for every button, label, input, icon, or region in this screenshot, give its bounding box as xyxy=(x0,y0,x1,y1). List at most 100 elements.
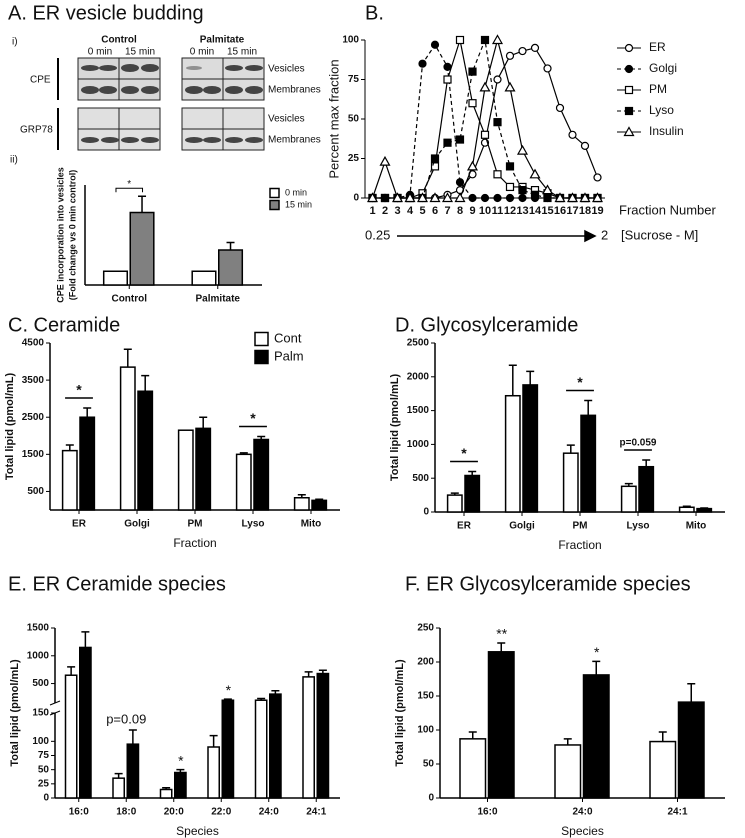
point xyxy=(380,193,390,203)
point xyxy=(480,35,490,45)
bar xyxy=(235,453,252,511)
bar xyxy=(129,211,155,286)
bar xyxy=(102,270,128,286)
annotation: * xyxy=(226,682,232,698)
y-tick-label: 200 xyxy=(417,657,434,668)
y-tick-label: 0 xyxy=(423,507,429,518)
x-tick-label: 9 xyxy=(469,205,475,217)
panel-title: A. ER vesicle budding xyxy=(8,2,204,24)
bar xyxy=(293,497,310,511)
x-tick-label: 20:0 xyxy=(164,807,184,818)
point xyxy=(530,43,540,53)
point xyxy=(430,40,440,49)
legend-label: 0 min xyxy=(285,187,307,197)
point xyxy=(591,192,604,203)
bar xyxy=(316,672,330,799)
legend-label: PM xyxy=(649,82,667,96)
y-tick-label: 0 xyxy=(428,793,434,804)
chart-title: B. xyxy=(365,2,384,24)
legend-label: Palm xyxy=(274,348,304,363)
point xyxy=(455,35,465,45)
point xyxy=(518,46,527,56)
bar xyxy=(269,693,282,799)
bar xyxy=(195,427,212,511)
error-bar xyxy=(176,768,185,773)
error-bar xyxy=(114,772,123,779)
x-tick-label: 16:0 xyxy=(69,807,89,818)
point xyxy=(443,62,452,71)
blot-images xyxy=(57,57,265,151)
error-bar xyxy=(450,492,459,496)
y-tick-label: 100 xyxy=(32,736,49,747)
bar xyxy=(487,651,515,799)
y-tick-label: 500 xyxy=(32,678,49,689)
annotation: * xyxy=(250,410,256,426)
y-tick-label: 1000 xyxy=(27,650,50,661)
y-tick-label: 2500 xyxy=(407,338,430,349)
bar xyxy=(159,788,173,799)
bar xyxy=(79,416,96,511)
legend-label: Cont xyxy=(274,330,302,345)
point xyxy=(543,64,552,73)
point xyxy=(416,192,429,203)
gradient-label: [Sucrose - M] xyxy=(621,227,698,242)
x-tick-label: Lyso xyxy=(627,521,650,532)
point xyxy=(443,138,452,147)
error-bar xyxy=(123,348,132,368)
x-tick-label: 16:0 xyxy=(477,807,497,818)
y-tick-label: 25 xyxy=(38,778,50,789)
y-tick-label: 1500 xyxy=(407,405,430,416)
y-axis-label: Total lipid (pmol/mL) xyxy=(394,659,406,767)
error-bar xyxy=(318,669,327,674)
y-axis-label: Total lipid (pmol/mL) xyxy=(389,373,401,481)
point xyxy=(530,190,540,199)
bar xyxy=(64,674,78,799)
point xyxy=(516,144,529,155)
y-tick-label: 50 xyxy=(348,114,360,125)
point xyxy=(479,81,491,92)
bar xyxy=(464,474,481,513)
error-bar xyxy=(642,459,651,467)
x-tick-label: 6 xyxy=(432,205,438,217)
y-tick-label: 75 xyxy=(38,750,50,761)
point xyxy=(429,192,441,203)
error-bar xyxy=(226,241,235,250)
bar xyxy=(302,676,315,799)
error-bar xyxy=(584,399,593,416)
error-bar xyxy=(624,482,633,487)
y-axis-label: Total lipid (pmol/mL) xyxy=(4,372,16,480)
bar xyxy=(126,743,140,799)
bar xyxy=(554,744,582,799)
point xyxy=(366,192,379,203)
point xyxy=(505,193,515,203)
chart-title: ii) xyxy=(10,155,18,166)
point xyxy=(468,99,477,108)
annotation: * xyxy=(178,752,184,768)
point xyxy=(518,193,527,203)
error-bar xyxy=(682,505,691,508)
bar xyxy=(562,452,579,513)
x-tick-label: 16 xyxy=(554,205,566,217)
y-axis-label: (Fold change vs 0 min control) xyxy=(67,170,77,301)
bar xyxy=(174,771,187,799)
error-bar xyxy=(239,452,248,455)
error-bar xyxy=(526,370,535,385)
error-bar xyxy=(592,660,601,675)
x-tick-label: 19 xyxy=(591,205,603,217)
error-bar xyxy=(141,374,150,392)
x-tick-label: 4 xyxy=(407,205,414,217)
y-axis-label: Total lipid (pmol/mL) xyxy=(9,659,21,767)
y-tick-label: 1500 xyxy=(22,449,45,460)
point xyxy=(579,192,591,203)
x-axis-label: Fraction Number xyxy=(619,202,716,217)
x-tick-label: 18:0 xyxy=(116,807,136,818)
panel-sublabel: i) xyxy=(12,37,18,48)
point xyxy=(379,155,391,166)
x-tick-label: 24:1 xyxy=(667,807,687,818)
point xyxy=(624,64,634,74)
chart-title: C. Ceramide xyxy=(8,314,120,336)
y-tick-label: 0 xyxy=(43,793,49,804)
bar xyxy=(112,777,125,799)
point xyxy=(455,178,465,187)
